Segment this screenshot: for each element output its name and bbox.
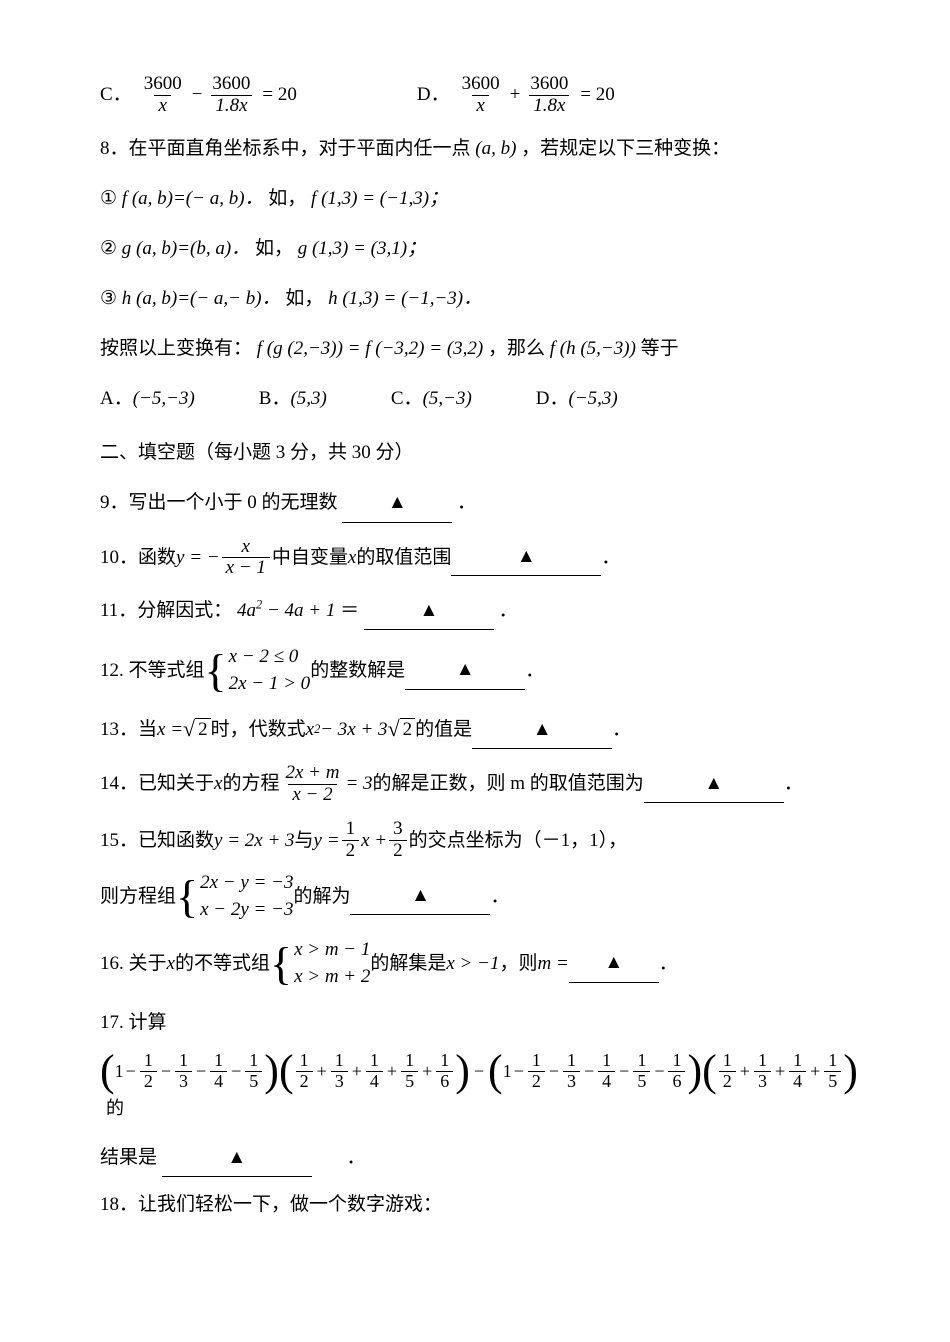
q17-expr: (1−12−13−14−15) (12+13+14+15+16) − (1−12…: [100, 1051, 860, 1126]
q7-options: C． 3600 x − 3600 1.8x = 20 D． 3600 x + 3…: [100, 74, 860, 117]
q18: 18．让我们轻松一下，做一个数字游戏：: [100, 1187, 860, 1223]
q16: 16. 关于 x 的不等式组 { x > m − 1 x > m + 2 的解集…: [100, 937, 860, 990]
q13-sqrt1: √2: [183, 718, 211, 742]
q7-optD-label: D．: [417, 77, 450, 113]
q7-c-frac2: 3600 1.8x: [208, 74, 254, 117]
q8-rule3: ③ h (a, b)=(− a,− b)． 如， h (1,3) = (−1,−…: [100, 281, 860, 317]
q14-frac: 2x + m x − 2: [281, 763, 343, 806]
q15-frac2: 32: [389, 819, 407, 862]
q17-g3: (1−12−13−14−15−16): [488, 1051, 702, 1092]
q9: 9．写出一个小于 0 的无理数 ▲ ．: [100, 485, 860, 522]
q7-c-frac1: 3600 x: [140, 74, 186, 117]
q11-blank: ▲: [364, 593, 494, 630]
q17-g1: (1−12−13−14−15): [100, 1051, 279, 1092]
q8-optC: C．(5,−3): [391, 381, 472, 417]
q17-g2: (12+13+14+15+16): [279, 1051, 470, 1092]
q7-d-frac1: 3600 x: [458, 74, 504, 117]
section2-title: 二、填空题（每小题 3 分，共 30 分）: [100, 435, 860, 471]
q10-frac: x x − 1: [222, 537, 270, 580]
q13-blank: ▲: [472, 712, 612, 749]
q13: 13．当 x = √2 时，代数式 x2 − 3x + 3 √2 的值是 ▲ ．: [100, 712, 860, 749]
q7-optC-label: C．: [100, 77, 132, 113]
q15-line2: 则方程组 { 2x − y = −3 x − 2y = −3 的解为 ▲ ．: [100, 870, 860, 923]
q15-blank: ▲: [350, 878, 490, 915]
q17-title: 17. 计算: [100, 1005, 860, 1041]
q9-blank: ▲: [342, 485, 452, 522]
q12-blank: ▲: [405, 652, 525, 689]
q7-optC: C． 3600 x − 3600 1.8x = 20: [100, 74, 297, 117]
q7-optD: D． 3600 x + 3600 1.8x = 20: [417, 74, 615, 117]
q17-blank: ▲: [162, 1140, 312, 1177]
q8-rule1: ① f (a, b)=(− a, b)． 如， f (1,3) = (−1,3)…: [100, 181, 860, 217]
q15-cases: { 2x − y = −3 x − 2y = −3: [176, 870, 293, 923]
q8-rule2: ② g (a, b)=(b, a)． 如， g (1,3) = (3,1)；: [100, 231, 860, 267]
q7-d-frac2: 3600 1.8x: [526, 74, 572, 117]
q8-optD: D．(−5,3): [536, 381, 618, 417]
q8-stem: 8．在平面直角坐标系中，对于平面内任一点 (a, b) ，若规定以下三种变换：: [100, 131, 860, 167]
q15-line1: 15．已知函数 y = 2x + 3 与 y = 12 x + 32 的交点坐标…: [100, 819, 860, 862]
q8-options: A．(−5,−3) B．(5,3) C．(5,−3) D．(−5,3): [100, 381, 860, 417]
q12: 12. 不等式组 { x − 2 ≤ 0 2x − 1 > 0 的整数解是 ▲ …: [100, 644, 860, 697]
q12-cases: { x − 2 ≤ 0 2x − 1 > 0: [205, 644, 311, 697]
q8-optB: B．(5,3): [259, 381, 327, 417]
q11: 11．分解因式： 4a2 − 4a + 1 ＝ ▲ ．: [100, 593, 860, 630]
q10: 10．函数 y = − x x − 1 中自变量 x 的取值范围 ▲ ．: [100, 537, 860, 580]
q8-conclusion: 按照以上变换有： f (g (2,−3)) = f (−3,2) = (3,2)…: [100, 331, 860, 367]
q10-blank: ▲: [451, 539, 601, 576]
q17-result: 结果是 ▲ ．: [100, 1140, 860, 1177]
q8-optA: A．(−5,−3): [100, 381, 195, 417]
q17-g4: (12+13+14+15): [702, 1051, 858, 1092]
q13-sqrt2: √2: [388, 718, 416, 742]
q14-blank: ▲: [644, 766, 784, 803]
q14: 14．已知关于 x 的方程 2x + m x − 2 = 3 的解是正数，则 m…: [100, 763, 860, 806]
q16-cases: { x > m − 1 x > m + 2: [270, 937, 370, 990]
q16-blank: ▲: [569, 945, 659, 982]
q15-frac1: 12: [342, 819, 360, 862]
